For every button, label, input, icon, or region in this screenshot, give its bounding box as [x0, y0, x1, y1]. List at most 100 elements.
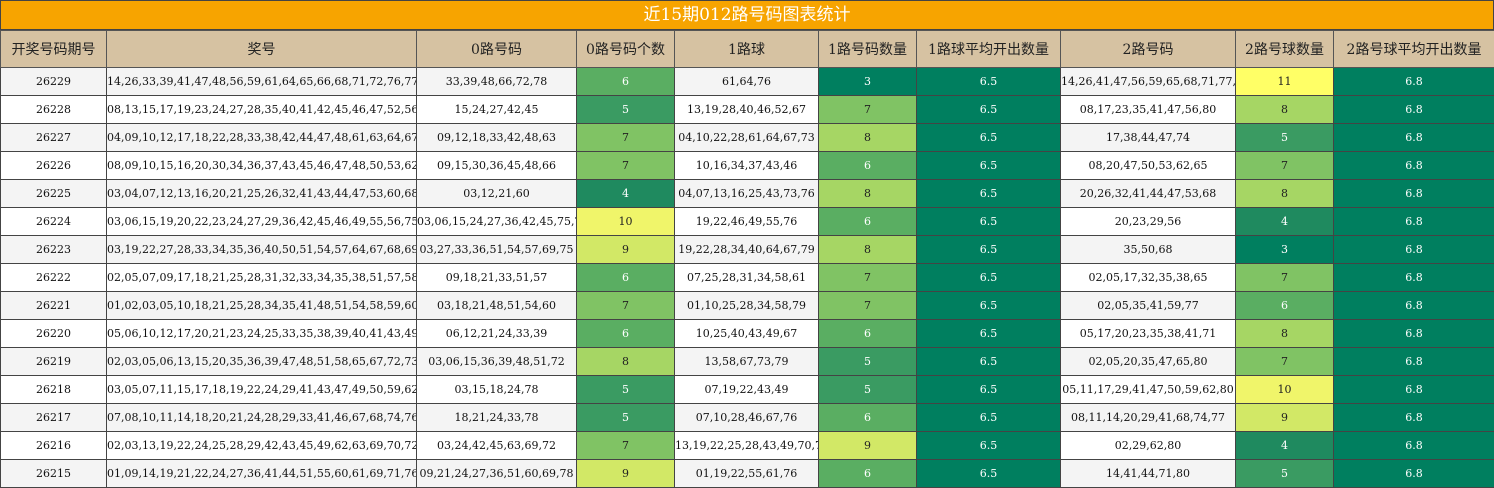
- route0-numbers-cell: 18,21,24,33,78: [417, 404, 577, 432]
- header-route2[interactable]: 2路号码: [1061, 31, 1236, 68]
- route2-count-cell: 11: [1236, 68, 1334, 96]
- route0-count-cell: 7: [577, 432, 675, 460]
- route0-count-cell: 8: [577, 348, 675, 376]
- route1-numbers-cell: 04,07,13,16,25,43,73,76: [675, 180, 819, 208]
- route0-count-cell: 7: [577, 152, 675, 180]
- route1-numbers-cell: 04,10,22,28,61,64,67,73: [675, 124, 819, 152]
- route2-avg-cell: 6.8: [1334, 460, 1494, 488]
- header-row: 开奖号码期号 奖号 0路号码 0路号码个数 1路球 1路号码数量 1路球平均开出…: [1, 31, 1494, 68]
- route1-avg-cell: 6.5: [917, 292, 1061, 320]
- route1-count-cell: 3: [819, 68, 917, 96]
- route2-avg-cell: 6.8: [1334, 376, 1494, 404]
- route0-numbers-cell: 03,24,42,45,63,69,72: [417, 432, 577, 460]
- header-route1-count[interactable]: 1路号码数量: [819, 31, 917, 68]
- route2-avg-cell: 6.8: [1334, 348, 1494, 376]
- route1-numbers-cell: 01,10,25,28,34,58,79: [675, 292, 819, 320]
- route1-avg-cell: 6.5: [917, 432, 1061, 460]
- route1-numbers-cell: 07,10,28,46,67,76: [675, 404, 819, 432]
- header-route0-count[interactable]: 0路号码个数: [577, 31, 675, 68]
- route0-count-cell: 4: [577, 180, 675, 208]
- issue-cell: 26229: [1, 68, 107, 96]
- route2-count-cell: 4: [1236, 432, 1334, 460]
- route2-numbers-cell: 20,23,29,56: [1061, 208, 1236, 236]
- route0-count-cell: 5: [577, 404, 675, 432]
- route2-count-cell: 4: [1236, 208, 1334, 236]
- route1-count-cell: 6: [819, 152, 917, 180]
- route2-avg-cell: 6.8: [1334, 180, 1494, 208]
- route2-numbers-cell: 05,11,17,29,41,47,50,59,62,80: [1061, 376, 1236, 404]
- route2-avg-cell: 6.8: [1334, 124, 1494, 152]
- route1-avg-cell: 6.5: [917, 152, 1061, 180]
- route1-count-cell: 7: [819, 292, 917, 320]
- header-issue[interactable]: 开奖号码期号: [1, 31, 107, 68]
- header-route0[interactable]: 0路号码: [417, 31, 577, 68]
- issue-cell: 26228: [1, 96, 107, 124]
- route0-numbers-cell: 03,12,21,60: [417, 180, 577, 208]
- route1-count-cell: 9: [819, 432, 917, 460]
- route0-count-cell: 6: [577, 264, 675, 292]
- winning-numbers-cell: 03,05,07,11,15,17,18,19,22,24,29,41,43,4…: [107, 376, 417, 404]
- route1-avg-cell: 6.5: [917, 320, 1061, 348]
- route2-count-cell: 6: [1236, 292, 1334, 320]
- route0-count-cell: 6: [577, 320, 675, 348]
- route0-numbers-cell: 03,15,18,24,78: [417, 376, 577, 404]
- issue-cell: 26225: [1, 180, 107, 208]
- route1-avg-cell: 6.5: [917, 68, 1061, 96]
- route2-numbers-cell: 14,41,44,71,80: [1061, 460, 1236, 488]
- winning-numbers-cell: 05,06,10,12,17,20,21,23,24,25,33,35,38,3…: [107, 320, 417, 348]
- route0-numbers-cell: 03,27,33,36,51,54,57,69,75: [417, 236, 577, 264]
- route0-numbers-cell: 09,15,30,36,45,48,66: [417, 152, 577, 180]
- route2-avg-cell: 6.8: [1334, 292, 1494, 320]
- route1-count-cell: 6: [819, 404, 917, 432]
- route0-count-cell: 5: [577, 96, 675, 124]
- header-numbers[interactable]: 奖号: [107, 31, 417, 68]
- route0-count-cell: 10: [577, 208, 675, 236]
- route1-avg-cell: 6.5: [917, 180, 1061, 208]
- header-route1-avg[interactable]: 1路球平均开出数量: [917, 31, 1061, 68]
- route2-avg-cell: 6.8: [1334, 264, 1494, 292]
- route1-avg-cell: 6.5: [917, 208, 1061, 236]
- route0-numbers-cell: 15,24,27,42,45: [417, 96, 577, 124]
- route2-avg-cell: 6.8: [1334, 404, 1494, 432]
- issue-cell: 26226: [1, 152, 107, 180]
- route1-count-cell: 7: [819, 264, 917, 292]
- winning-numbers-cell: 03,04,07,12,13,16,20,21,25,26,32,41,43,4…: [107, 180, 417, 208]
- route2-avg-cell: 6.8: [1334, 152, 1494, 180]
- route2-count-cell: 9: [1236, 404, 1334, 432]
- winning-numbers-cell: 02,05,07,09,17,18,21,25,28,31,32,33,34,3…: [107, 264, 417, 292]
- route0-count-cell: 9: [577, 236, 675, 264]
- route2-numbers-cell: 20,26,32,41,44,47,53,68: [1061, 180, 1236, 208]
- stats-table: 开奖号码期号 奖号 0路号码 0路号码个数 1路球 1路号码数量 1路球平均开出…: [0, 30, 1494, 488]
- route2-numbers-cell: 02,29,62,80: [1061, 432, 1236, 460]
- route0-numbers-cell: 09,18,21,33,51,57: [417, 264, 577, 292]
- route0-numbers-cell: 03,18,21,48,51,54,60: [417, 292, 577, 320]
- route1-avg-cell: 6.5: [917, 404, 1061, 432]
- route1-numbers-cell: 01,19,22,55,61,76: [675, 460, 819, 488]
- winning-numbers-cell: 01,09,14,19,21,22,24,27,36,41,44,51,55,6…: [107, 460, 417, 488]
- route1-numbers-cell: 13,58,67,73,79: [675, 348, 819, 376]
- issue-cell: 26218: [1, 376, 107, 404]
- header-route1[interactable]: 1路球: [675, 31, 819, 68]
- route1-avg-cell: 6.5: [917, 348, 1061, 376]
- route2-count-cell: 8: [1236, 320, 1334, 348]
- route2-count-cell: 7: [1236, 152, 1334, 180]
- route1-count-cell: 6: [819, 208, 917, 236]
- route2-count-cell: 7: [1236, 348, 1334, 376]
- winning-numbers-cell: 03,19,22,27,28,33,34,35,36,40,50,51,54,5…: [107, 236, 417, 264]
- winning-numbers-cell: 02,03,13,19,22,24,25,28,29,42,43,45,49,6…: [107, 432, 417, 460]
- route2-numbers-cell: 02,05,17,32,35,38,65: [1061, 264, 1236, 292]
- winning-numbers-cell: 07,08,10,11,14,18,20,21,24,28,29,33,41,4…: [107, 404, 417, 432]
- header-route2-avg[interactable]: 2路号球平均开出数量: [1334, 31, 1494, 68]
- header-route2-count[interactable]: 2路号球数量: [1236, 31, 1334, 68]
- route2-count-cell: 5: [1236, 460, 1334, 488]
- route2-avg-cell: 6.8: [1334, 68, 1494, 96]
